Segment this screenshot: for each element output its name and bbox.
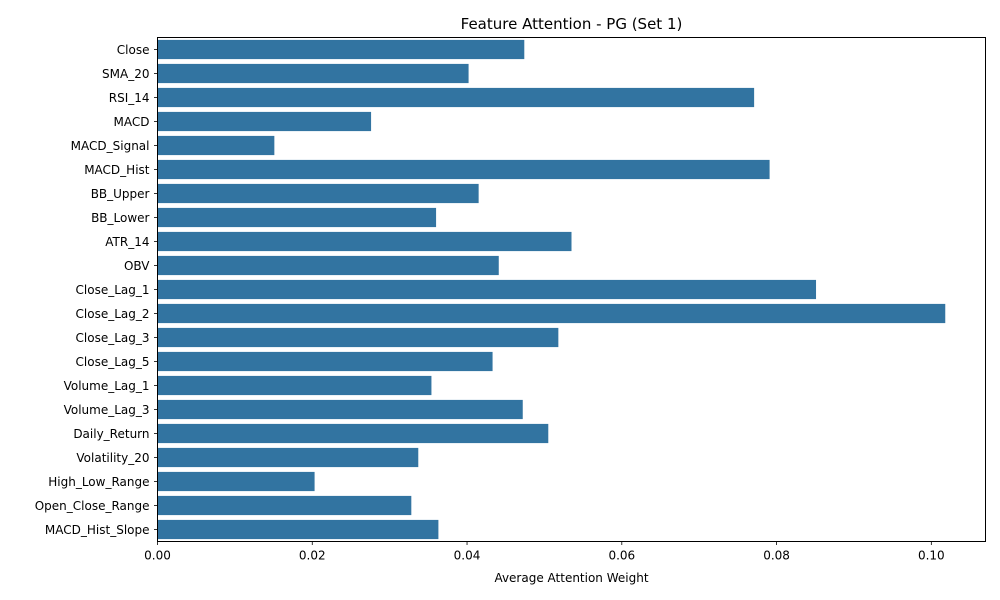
bars-group	[157, 39, 946, 540]
bar-obv	[157, 255, 499, 276]
y-tick-label: Volatility_20	[76, 451, 149, 465]
y-tick-label: Open_Close_Range	[35, 499, 150, 513]
x-axis-title: Average Attention Weight	[494, 571, 648, 585]
x-tick-label: 0.02	[299, 549, 326, 563]
y-tick-label: Close	[117, 43, 150, 57]
bar-high-low-range	[157, 471, 315, 492]
y-tick-label: ATR_14	[105, 235, 149, 249]
y-tick-label: High_Low_Range	[48, 475, 149, 489]
bar-macd	[157, 111, 372, 132]
y-tick-label: Close_Lag_1	[76, 283, 150, 297]
y-tick-label: MACD	[114, 115, 150, 129]
bar-close-lag-5	[157, 351, 493, 372]
x-tick-label: 0.00	[144, 549, 171, 563]
bar-rsi-14	[157, 87, 755, 108]
x-tick-label: 0.10	[918, 549, 945, 563]
y-tick-label: SMA_20	[102, 67, 149, 81]
y-tick-label: Close_Lag_2	[76, 307, 150, 321]
bar-atr-14	[157, 231, 572, 252]
bar-volume-lag-3	[157, 399, 523, 420]
y-tick-label: MACD_Hist_Slope	[45, 523, 150, 537]
bar-volume-lag-1	[157, 375, 432, 396]
bar-macd-signal	[157, 135, 275, 156]
bar-open-close-range	[157, 495, 412, 516]
bar-bb-upper	[157, 183, 479, 204]
y-tick-label: Close_Lag_3	[76, 331, 150, 345]
chart-title: Feature Attention - PG (Set 1)	[461, 15, 683, 33]
y-tick-label: Volume_Lag_3	[64, 403, 150, 417]
x-tick-label: 0.06	[608, 549, 635, 563]
y-tick-label: MACD_Hist	[84, 163, 150, 177]
x-tick-label: 0.04	[454, 549, 481, 563]
y-tick-label: OBV	[124, 259, 150, 273]
y-tick-label: MACD_Signal	[71, 139, 150, 153]
bar-close-lag-3	[157, 327, 559, 348]
y-tick-label: RSI_14	[109, 91, 150, 105]
y-tick-label: Volume_Lag_1	[64, 379, 150, 393]
bar-daily-return	[157, 423, 549, 444]
bar-macd-hist	[157, 159, 770, 180]
bar-macd-hist-slope	[157, 519, 439, 540]
bar-close-lag-1	[157, 279, 817, 300]
bar-close-lag-2	[157, 303, 946, 324]
y-tick-label: Daily_Return	[73, 427, 149, 441]
x-axis-ticks: 0.00 0.02 0.04 0.06 0.08 0.10	[144, 541, 945, 563]
bar-close	[157, 39, 525, 60]
bar-bb-lower	[157, 207, 437, 228]
y-tick-label: BB_Upper	[91, 187, 150, 201]
y-tick-label: BB_Lower	[91, 211, 149, 225]
plot-frame	[157, 37, 986, 542]
y-tick-label: Close_Lag_5	[76, 355, 150, 369]
y-tick-labels: Close SMA_20 RSI_14 MACD MACD_Signal MACD_His…	[35, 43, 158, 537]
bar-volatility-20	[157, 447, 419, 468]
x-tick-label: 0.08	[763, 549, 790, 563]
bar-sma-20	[157, 63, 469, 84]
